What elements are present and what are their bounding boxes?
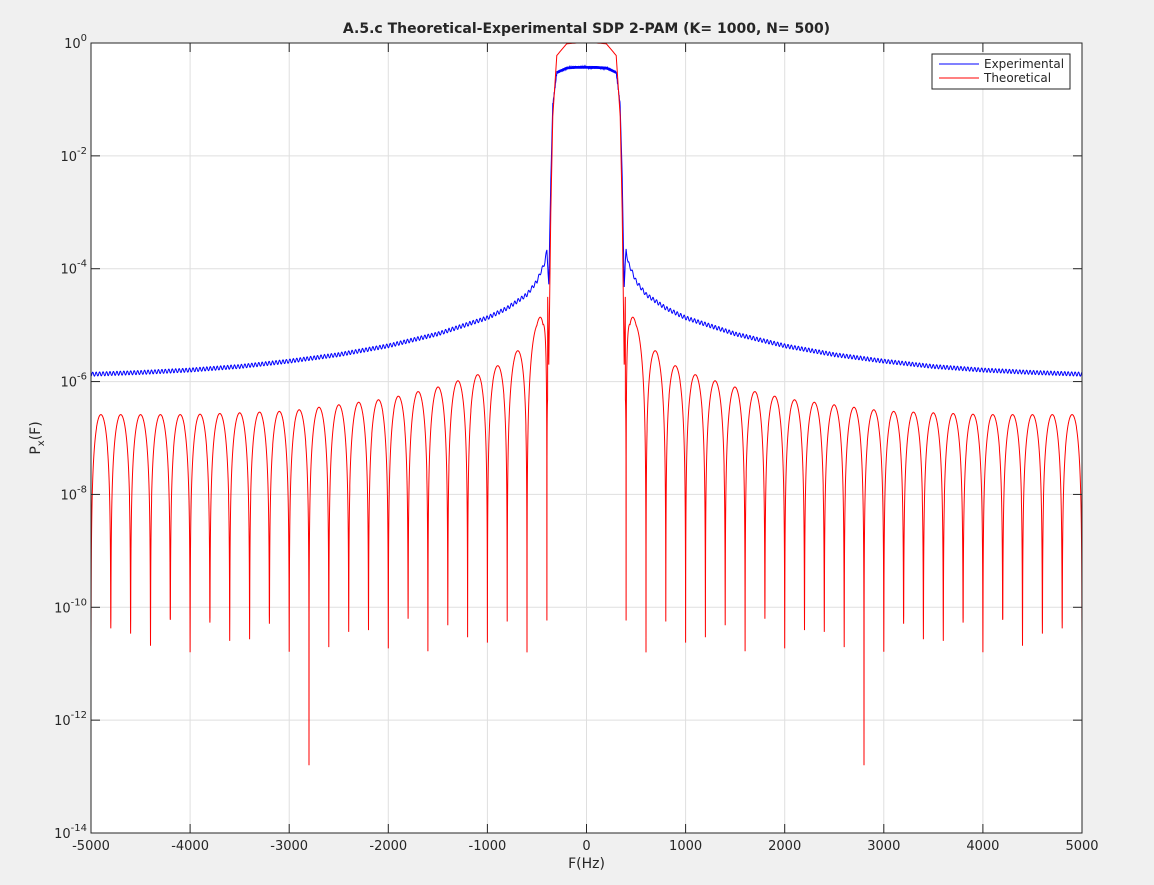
legend-label-theoretical: Theoretical — [983, 71, 1051, 85]
legend-label-experimental: Experimental — [984, 57, 1064, 71]
ticks-layer — [90, 42, 1083, 834]
x-tick-label: 3000 — [867, 839, 900, 854]
x-tick-labels: -5000 -4000 -3000 -2000 -1000 0 1000 2000 3000 40… — [72, 839, 1098, 854]
y-label-suffix: (F) — [28, 421, 44, 440]
legend-box — [931, 53, 1071, 90]
x-tick-label: -3000 — [270, 839, 308, 854]
y-tick-label: 10-2 — [60, 146, 87, 165]
y-label-base: P — [28, 446, 44, 454]
y-axis-label: Px(F) — [28, 421, 47, 454]
y-tick-labels: 100 10-2 10-4 10-6 10-8 10-10 10-12 10-14 — [54, 33, 87, 842]
svg-text:Px(F): Px(F) — [28, 421, 47, 454]
y-tick-label: 10-12 — [54, 710, 87, 729]
y-tick-label: 10-6 — [60, 372, 87, 391]
series-experimental-line — [90, 64, 1083, 377]
y-tick-label: 10-10 — [54, 597, 87, 616]
x-tick-label: 2000 — [768, 839, 801, 854]
x-tick-label: 0 — [582, 839, 590, 854]
x-tick-label: -5000 — [72, 839, 110, 854]
legend[interactable]: Experimental Theoretical — [931, 53, 1071, 90]
y-tick-label: 100 — [64, 33, 87, 52]
plot-area — [90, 42, 1083, 834]
x-tick-label: 5000 — [1065, 839, 1098, 854]
x-tick-label: -1000 — [469, 839, 507, 854]
chart-title: A.5.c Theoretical-Experimental SDP 2-PAM… — [343, 21, 830, 37]
x-tick-label: 1000 — [669, 839, 702, 854]
y-tick-label: 10-14 — [54, 823, 87, 842]
y-tick-label: 10-8 — [60, 484, 87, 503]
x-axis-label: F(Hz) — [568, 856, 605, 872]
x-tick-label: -2000 — [369, 839, 407, 854]
y-tick-label: 10-4 — [60, 259, 87, 278]
x-tick-label: -4000 — [171, 839, 209, 854]
x-tick-label: 4000 — [966, 839, 999, 854]
y-label-subscript: x — [36, 440, 47, 446]
